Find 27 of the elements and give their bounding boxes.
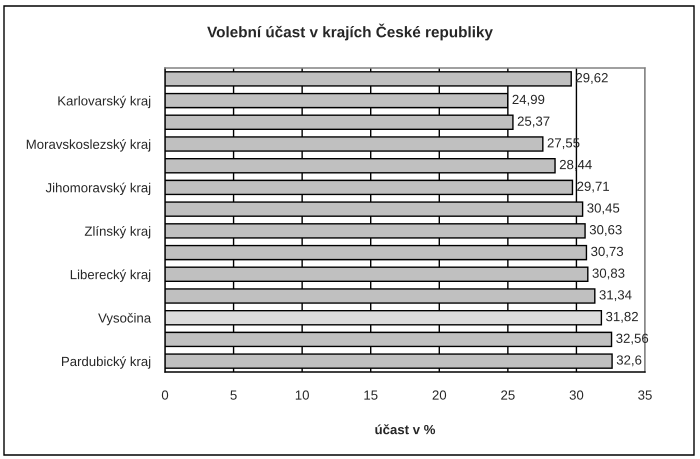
data-label: 30,45: [587, 203, 620, 214]
x-tick-label: 0: [162, 390, 168, 400]
x-tick-label: 15: [364, 390, 378, 400]
data-label: 30,73: [591, 246, 624, 258]
y-tick-label: Pardubický kraj: [62, 356, 150, 369]
x-tick-label: 30: [570, 390, 584, 400]
x-axis-title: účast v %: [375, 424, 436, 434]
x-tick-label: 20: [432, 390, 446, 400]
data-label: 30,63: [590, 225, 622, 236]
data-label: 31,34: [599, 290, 632, 302]
y-tick-label: Moravskoslezský kraj: [26, 139, 150, 152]
y-tick-label: Zlínský kraj: [84, 226, 150, 238]
x-tick-label: 5: [230, 390, 237, 400]
data-label: 25,37: [518, 116, 550, 128]
y-tick-label: Vysočina: [98, 312, 152, 326]
data-label: 29,71: [577, 182, 609, 193]
y-tick-label: Jihomoravský kraj: [46, 182, 150, 196]
y-tick-label: Karlovarský kraj: [58, 96, 150, 108]
x-tick-label: 10: [296, 390, 309, 400]
x-tick-label: 35: [638, 390, 652, 400]
data-label: 31,82: [606, 312, 638, 323]
chart-title: Volební účast v krajích České republiky: [207, 24, 493, 40]
y-tick-label: Liberecký kraj: [70, 269, 150, 282]
data-label: 32,6: [616, 355, 642, 366]
data-label: 30,83: [592, 268, 624, 280]
data-label: 24,99: [512, 94, 544, 106]
x-tick-label: 25: [501, 390, 515, 400]
